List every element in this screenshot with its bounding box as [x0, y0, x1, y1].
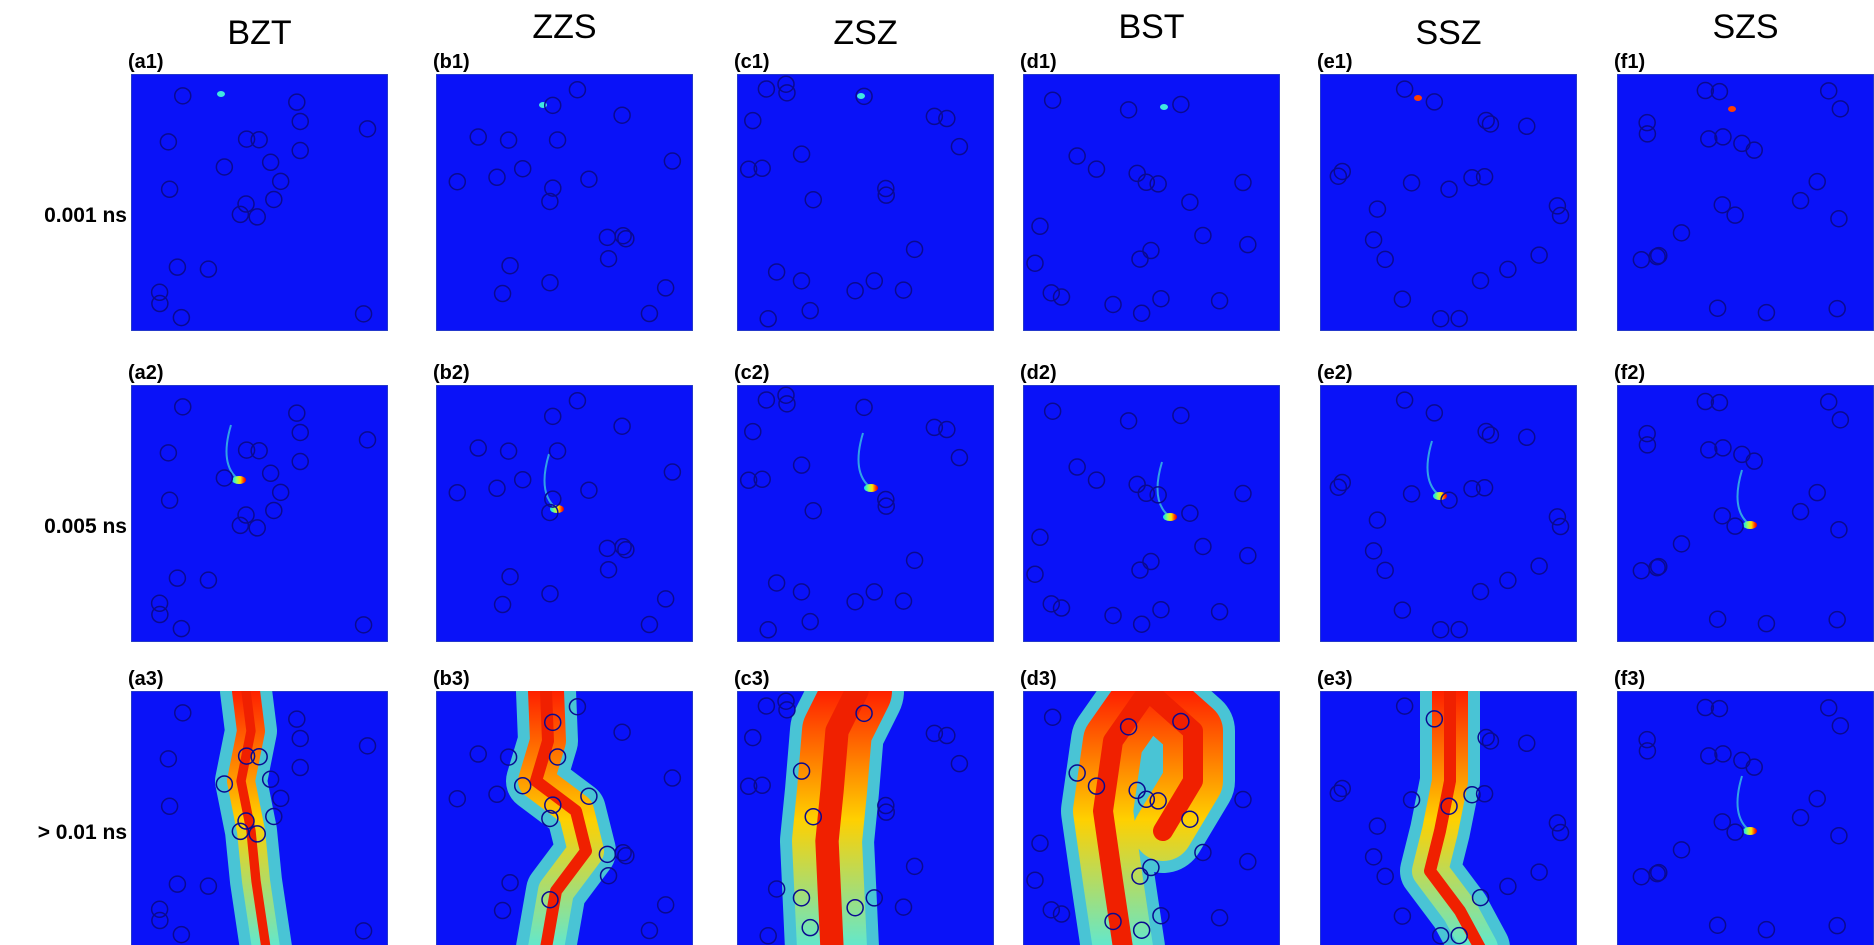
panel-content [1320, 691, 1577, 945]
panel-background [1023, 74, 1280, 331]
panel-content [1617, 385, 1874, 642]
panel-label: (a1) [128, 51, 164, 73]
panel [436, 385, 693, 642]
column-title: SZS [1712, 8, 1778, 46]
panel-content [737, 74, 994, 331]
column-title: BST [1118, 8, 1184, 46]
column-title: BZT [227, 14, 291, 52]
panel [737, 691, 994, 945]
column-title: ZSZ [833, 14, 897, 52]
panel-label: (a3) [128, 668, 164, 690]
panel-background [436, 74, 693, 331]
panel-background [131, 74, 388, 331]
panel [1320, 385, 1577, 642]
column-title: ZZS [532, 8, 596, 46]
panel-label: (b3) [433, 668, 470, 690]
panel [1617, 74, 1874, 331]
panel-background [1023, 385, 1280, 642]
panel [1320, 691, 1577, 945]
panel-background [1320, 74, 1577, 331]
panel-content [1617, 74, 1874, 331]
panel-content [737, 385, 994, 642]
panel-content [1320, 74, 1577, 331]
panel-label: (d2) [1020, 362, 1057, 384]
panel-background [737, 74, 994, 331]
panel-label: (b1) [433, 51, 470, 73]
crack-spot [1728, 106, 1736, 112]
crack-spot [1414, 95, 1422, 101]
panel-background [1617, 691, 1874, 945]
panel-content [1023, 385, 1280, 642]
panel [1320, 74, 1577, 331]
panel [1023, 385, 1280, 642]
row-label: > 0.01 ns [38, 821, 127, 844]
panel-content [1023, 691, 1280, 945]
panel-label: (e2) [1317, 362, 1353, 384]
panel-content [436, 691, 693, 945]
panel [1023, 691, 1280, 945]
panel-content [737, 691, 994, 945]
panel [131, 74, 388, 331]
panel [737, 385, 994, 642]
panel [131, 691, 388, 945]
panel-content [1023, 74, 1280, 331]
crack-spot [1163, 513, 1177, 521]
panel-content [1617, 691, 1874, 945]
panel [436, 691, 693, 945]
crack-spot [232, 476, 246, 484]
panel-label: (c1) [734, 51, 770, 73]
panel-content [1320, 385, 1577, 642]
panel-label: (f1) [1614, 51, 1645, 73]
panel-label: (c2) [734, 362, 770, 384]
panel [1023, 74, 1280, 331]
column-title: SSZ [1415, 14, 1481, 52]
panel-label: (f2) [1614, 362, 1645, 384]
panel-label: (c3) [734, 668, 770, 690]
panel-background [436, 385, 693, 642]
panel-content [131, 74, 388, 331]
panel-content [436, 385, 693, 642]
panel-label: (e3) [1317, 668, 1353, 690]
panel-label: (e1) [1317, 51, 1353, 73]
panel-label: (a2) [128, 362, 164, 384]
panel-content [436, 74, 693, 331]
panel-background [1617, 74, 1874, 331]
panel-content [131, 691, 388, 945]
panel [131, 385, 388, 642]
panel-background [1617, 385, 1874, 642]
crack-spot [217, 91, 225, 97]
crack-spot [1743, 521, 1757, 529]
panel-label: (d1) [1020, 51, 1057, 73]
row-label: 0.001 ns [44, 204, 127, 227]
crack-spot [857, 93, 865, 99]
panel-label: (f3) [1614, 668, 1645, 690]
panel-background [1320, 385, 1577, 642]
crack-spot [1743, 827, 1757, 835]
crack-spot [864, 484, 878, 492]
panel-label: (d3) [1020, 668, 1057, 690]
panel-content [131, 385, 388, 642]
panel [737, 74, 994, 331]
panel-background [737, 385, 994, 642]
panel [1617, 385, 1874, 642]
panel-background [131, 385, 388, 642]
panel [436, 74, 693, 331]
panel [1617, 691, 1874, 945]
crack-spot [1160, 104, 1168, 110]
panel-label: (b2) [433, 362, 470, 384]
figure: BZT ZZS ZSZ BST SSZ SZS 0.001 ns 0.005 ns > 0.01… [0, 0, 1874, 945]
row-label: 0.005 ns [44, 515, 127, 538]
